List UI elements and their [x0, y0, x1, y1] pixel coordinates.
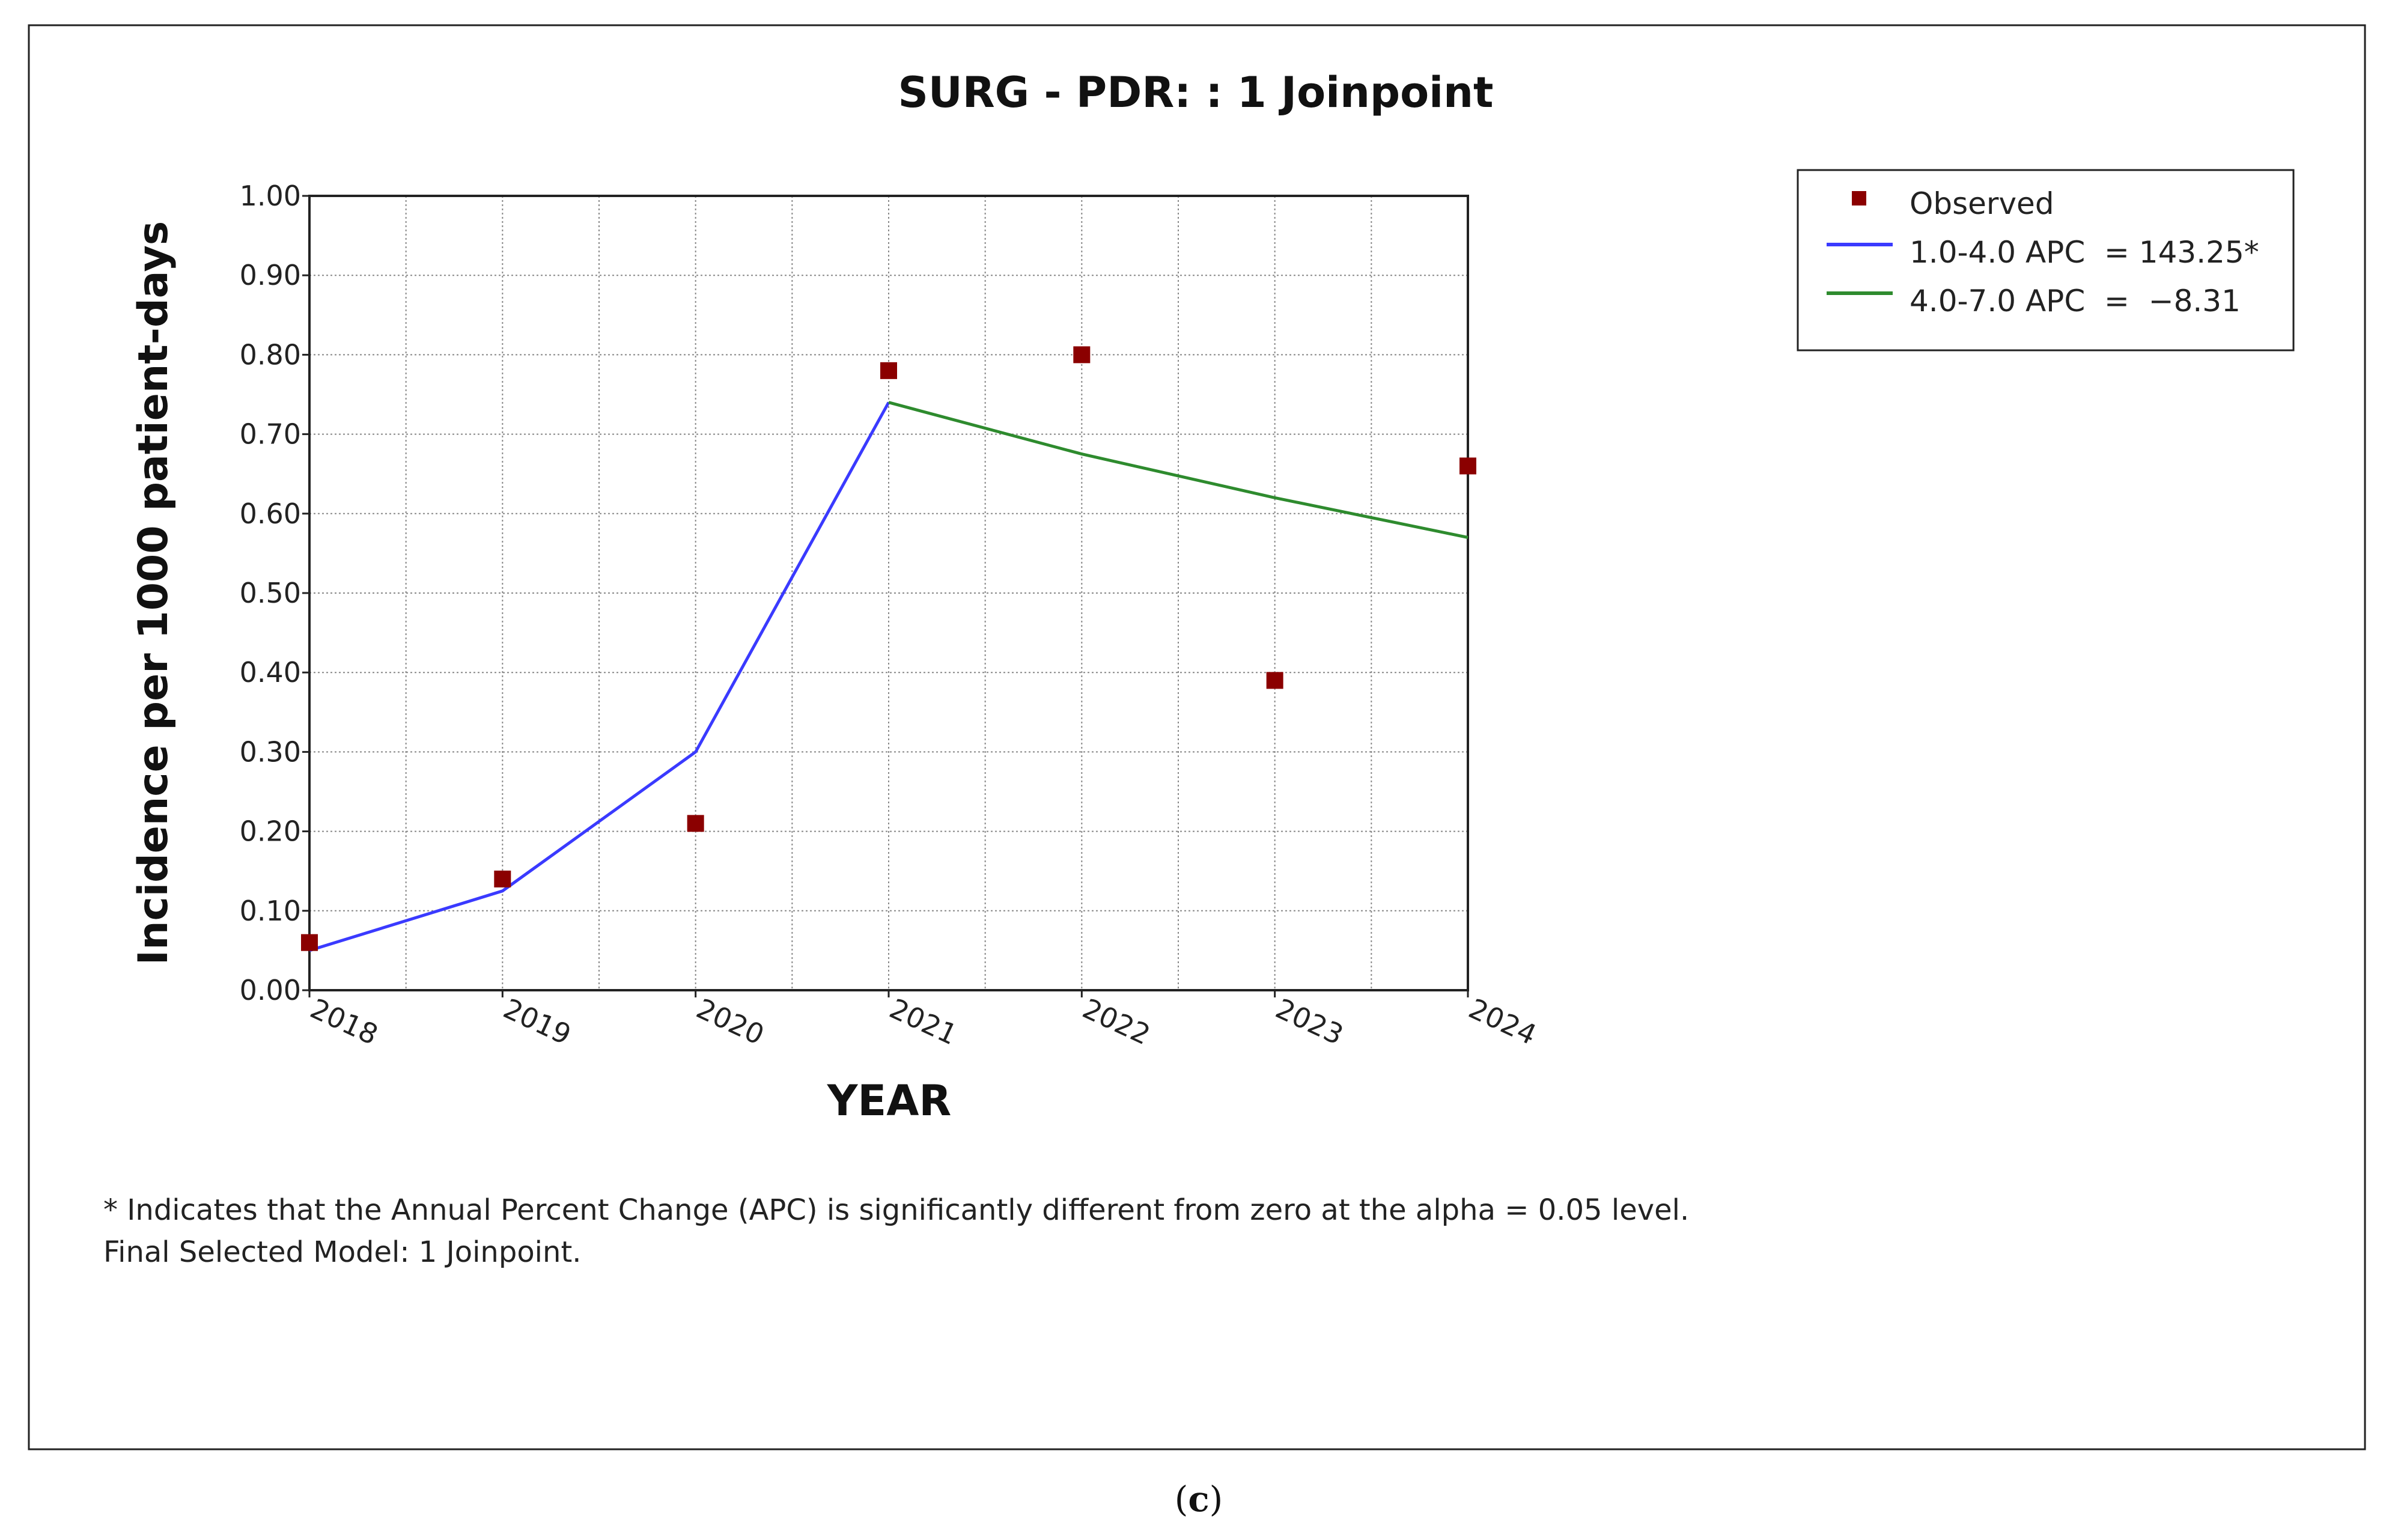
figure-caption: (c)	[1175, 1479, 1223, 1520]
x-axis-label: YEAR	[827, 1076, 952, 1125]
grid-lines	[309, 196, 1468, 990]
caption-close-paren: )	[1210, 1479, 1223, 1520]
y-axis-label: Incidence per 1000 patient-days	[130, 221, 177, 965]
series-lines	[309, 401, 1468, 952]
legend: Observed 1.0-4.0 APC = 143.25* 4.0-7.0 A…	[1797, 169, 2295, 352]
y-tick-label: 0.20	[240, 815, 301, 848]
legend-series-1-label: 1.0-4.0 APC = 143.25*	[1910, 235, 2259, 270]
caption-open-paren: (	[1175, 1479, 1188, 1520]
legend-series-2-label: 4.0-7.0 APC = −8.31	[1910, 284, 2241, 318]
y-tick-label: 0.30	[240, 735, 301, 768]
legend-box	[1797, 169, 2295, 352]
y-tick-label: 0.90	[240, 259, 301, 291]
y-tick-label: 0.80	[240, 338, 301, 371]
y-tick-label: 0.60	[240, 498, 301, 530]
y-axis-ticks: 0.00 0.10 0.20 0.30 0.40 0.50 0.60 0.70 0.80 0.90…	[240, 180, 309, 1006]
y-tick-label: 1.00	[240, 180, 301, 212]
observed-point	[494, 870, 511, 887]
footnote-final-model: Final Selected Model: 1 Joinpoint.	[103, 1235, 582, 1269]
series-line-1	[309, 401, 890, 952]
caption-letter: c	[1188, 1479, 1209, 1520]
y-tick-label: 0.00	[240, 974, 301, 1006]
observed-point	[880, 362, 897, 379]
y-tick-label: 0.50	[240, 577, 301, 609]
y-tick-label: 0.10	[240, 895, 301, 927]
footnote-significance: * Indicates that the Annual Percent Chan…	[103, 1193, 1689, 1227]
series-line-2	[888, 401, 1468, 539]
chart-title: SURG - PDR: : 1 Joinpoint	[898, 68, 1494, 117]
observed-point	[1073, 346, 1091, 364]
legend-observed-label: Observed	[1910, 186, 2054, 221]
observed-point	[301, 934, 318, 951]
y-tick-label: 0.40	[240, 656, 301, 689]
observed-points	[301, 346, 1476, 951]
legend-observed-marker	[1852, 191, 1866, 205]
y-tick-label: 0.70	[240, 418, 301, 451]
observed-point	[687, 815, 704, 832]
observed-point	[1459, 457, 1476, 475]
observed-point	[1266, 672, 1283, 689]
